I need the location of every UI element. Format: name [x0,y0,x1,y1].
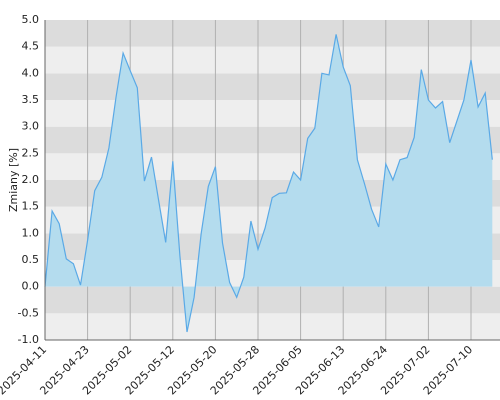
y-tick-label: 2.5 [22,146,40,159]
grid-band [45,73,500,100]
y-axis-label: Zmiany [%] [7,148,20,212]
y-tick-label: 5.0 [22,13,40,26]
y-tick-label: 4.5 [22,40,40,53]
y-tick-label: 0.5 [22,253,40,266]
grid-band [45,313,500,340]
y-tick-label: 2.0 [22,173,40,186]
area-fill [45,34,493,333]
y-tick-label: -0.5 [18,306,39,319]
y-tick-label: 1.5 [22,200,40,213]
y-tick-label: 0.0 [22,280,40,293]
y-tick-label: 3.5 [22,93,40,106]
grid-band [45,20,500,47]
y-tick-label: 1.0 [22,226,40,239]
grid-band [45,286,500,314]
y-tick-label: 3.0 [22,120,40,133]
grid-band [45,46,500,74]
area-line [44,34,493,333]
y-tick-label: -1.0 [18,333,39,346]
y-tick-label: 4.0 [22,66,40,79]
